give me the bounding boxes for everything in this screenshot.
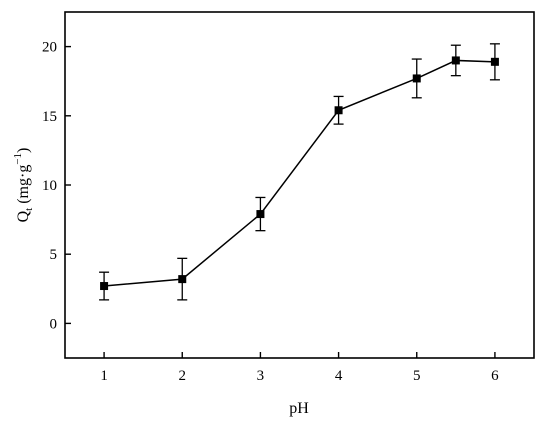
data-point-marker: [256, 210, 265, 219]
series-line: [104, 59, 495, 287]
data-point-marker: [100, 282, 109, 291]
y-axis-label-sup: −1: [12, 153, 24, 165]
data-point-marker: [451, 56, 460, 65]
x-tick-label: 1: [100, 368, 108, 384]
y-axis-label-sub: t: [23, 208, 35, 211]
y-axis-label-units: (mg·g: [15, 165, 32, 208]
x-tick-label: 3: [257, 368, 265, 384]
x-tick-label: 2: [179, 368, 187, 384]
y-tick-label: 10: [42, 178, 57, 194]
y-axis-label-main: Q: [15, 210, 32, 222]
data-point-marker: [178, 275, 187, 284]
y-tick-label: 0: [50, 316, 58, 332]
y-axis-label-close: ): [15, 148, 32, 153]
x-tick-label: 4: [335, 368, 343, 384]
y-tick-label: 5: [50, 247, 58, 263]
y-tick-label: 20: [42, 40, 57, 56]
plot-frame: [64, 11, 535, 359]
x-axis-label: pH: [289, 400, 309, 417]
data-point-marker: [334, 106, 343, 115]
ticks: 1 2 3 4 5 6 0 5 10 15 20: [42, 40, 499, 384]
data-point-marker: [412, 74, 421, 83]
x-tick-label: 6: [491, 368, 499, 384]
y-axis-label: Qt (mg·g−1): [12, 148, 35, 223]
x-tick-label: 5: [413, 368, 421, 384]
data-point-marker: [490, 57, 499, 66]
y-tick-label: 15: [42, 109, 57, 125]
series-layer: [99, 43, 500, 301]
